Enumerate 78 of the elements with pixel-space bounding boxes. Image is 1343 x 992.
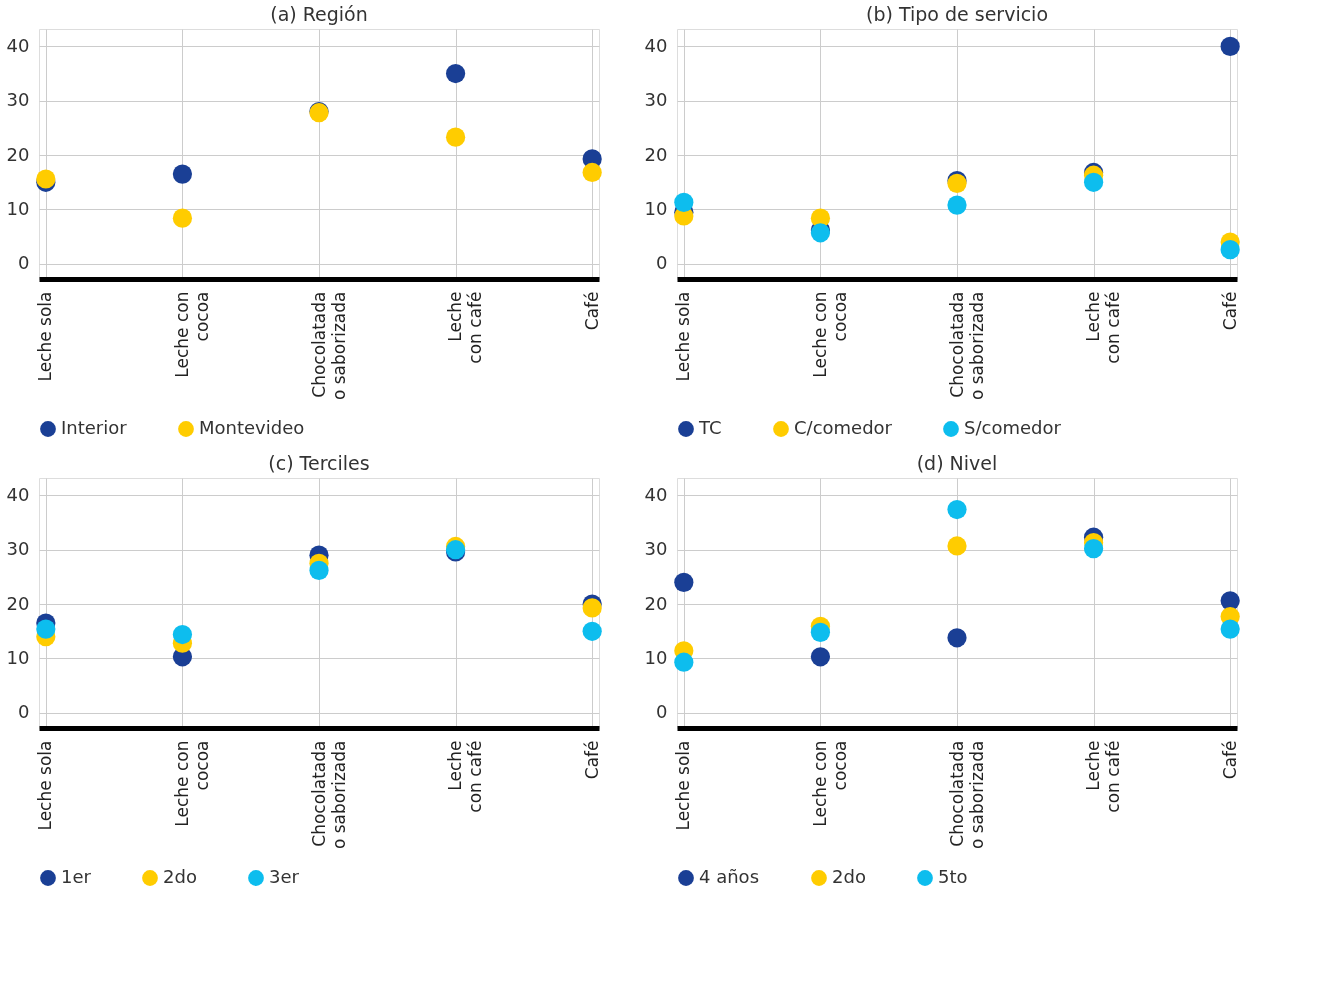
x-tick-label: Leche con cocoa (171, 291, 212, 378)
x-tick-label: Café (1219, 291, 1240, 331)
y-tick-label: 10 (644, 646, 668, 668)
point (36, 619, 56, 639)
y-tick-label: 10 (6, 646, 30, 668)
point (1220, 240, 1240, 260)
y-tick-label: 20 (6, 143, 30, 165)
point (947, 195, 967, 215)
x-tick-label: Leche sola (673, 291, 694, 382)
point (947, 628, 967, 648)
point (674, 192, 694, 212)
x-tick-label: Leche con cocoa (171, 740, 212, 827)
chart-title: (d) Nivel (916, 452, 998, 474)
y-tick-label: 0 (656, 252, 668, 274)
point (947, 536, 967, 556)
y-tick-label: 40 (644, 34, 668, 56)
point (445, 63, 466, 84)
x-tick-label: Leche con cocoa (809, 740, 850, 827)
legend-label: 2do (163, 866, 197, 887)
x-tick-label: Leche con café (1083, 740, 1124, 813)
y-tick-label: 30 (644, 89, 668, 111)
x-tick-label: Leche con café (445, 291, 486, 364)
point (674, 652, 694, 672)
point (1220, 36, 1240, 56)
y-tick-label: 20 (644, 592, 668, 614)
x-tick-label: Chocolatada o saborizada (946, 740, 987, 850)
legend-label: 1er (61, 866, 92, 887)
x-tick-label: Leche sola (35, 740, 56, 831)
legend-label: C/comedor (794, 417, 893, 438)
chart-title: (b) Tipo de servicio (865, 3, 1049, 25)
legend-label: 5to (938, 866, 968, 887)
point (582, 162, 602, 183)
y-tick-label: 10 (644, 197, 668, 219)
x-tick-label: Chocolatada o saborizada (946, 291, 987, 401)
legend-label: Montevideo (199, 417, 305, 438)
point (947, 499, 967, 520)
point (1083, 539, 1104, 559)
y-tick-label: 40 (6, 34, 30, 56)
legend-label: Interior (61, 417, 128, 438)
y-tick-label: 0 (656, 701, 668, 723)
legend-label: S/comedor (964, 417, 1062, 438)
legend-label: 2do (832, 866, 866, 887)
point (309, 560, 329, 580)
x-tick-label: Café (581, 291, 602, 331)
x-tick-label: Chocolatada o saborizada (308, 740, 349, 850)
chart-title: (a) Región (270, 3, 368, 25)
x-tick-label: Leche sola (673, 740, 694, 831)
x-tick-label: Leche con cocoa (809, 291, 850, 378)
point (1220, 619, 1240, 639)
point (172, 624, 193, 645)
point (445, 127, 466, 147)
point (172, 164, 193, 184)
y-tick-label: 0 (18, 252, 30, 274)
x-tick-label: Leche con café (1083, 291, 1124, 364)
y-tick-label: 10 (6, 197, 30, 219)
y-tick-label: 30 (6, 538, 30, 560)
point (582, 621, 602, 641)
x-tick-label: Café (1219, 740, 1240, 780)
y-tick-label: 20 (6, 592, 30, 614)
point (674, 572, 694, 592)
x-tick-label: Café (581, 740, 602, 780)
point (1083, 172, 1104, 192)
legend-label: 3er (269, 866, 300, 887)
y-tick-label: 30 (6, 89, 30, 111)
point (172, 208, 193, 228)
point (810, 647, 831, 667)
y-tick-label: 40 (644, 483, 668, 505)
x-tick-label: Leche con café (445, 740, 486, 813)
y-tick-label: 0 (18, 701, 30, 723)
chart-title: (c) Terciles (268, 452, 370, 474)
y-tick-label: 40 (6, 483, 30, 505)
y-tick-label: 30 (644, 538, 668, 560)
legend-label: TC (698, 417, 722, 438)
x-tick-label: Leche sola (35, 291, 56, 382)
legend-label: 4 años (699, 866, 760, 887)
point (810, 622, 831, 642)
x-tick-label: Chocolatada o saborizada (308, 291, 349, 401)
y-tick-label: 20 (644, 143, 668, 165)
